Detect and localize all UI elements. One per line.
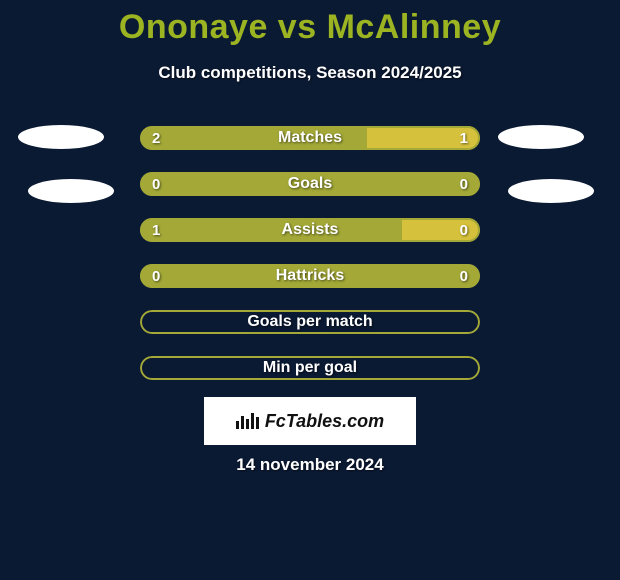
fctables-logo: FcTables.com (204, 397, 416, 445)
stat-row: 10Assists (140, 218, 480, 242)
stat-row: Goals per match (140, 310, 480, 334)
stat-row: 00Hattricks (140, 264, 480, 288)
stat-label: Min per goal (140, 356, 480, 380)
logo-bars-icon (236, 413, 259, 429)
stat-row: 00Goals (140, 172, 480, 196)
stat-row: 21Matches (140, 126, 480, 150)
player-ellipse-3 (508, 179, 594, 203)
stat-label: Goals per match (140, 310, 480, 334)
comparison-infographic: Ononaye vs McAlinney Club competitions, S… (0, 0, 620, 580)
subtitle: Club competitions, Season 2024/2025 (0, 63, 620, 83)
stat-label: Assists (140, 218, 480, 242)
player-ellipse-2 (498, 125, 584, 149)
player-ellipse-1 (28, 179, 114, 203)
logo-text: FcTables.com (265, 411, 384, 432)
page-title: Ononaye vs McAlinney (0, 8, 620, 47)
date-text: 14 november 2024 (0, 455, 620, 475)
stat-label: Goals (140, 172, 480, 196)
stat-row: Min per goal (140, 356, 480, 380)
stat-label: Hattricks (140, 264, 480, 288)
player-ellipse-0 (18, 125, 104, 149)
stat-label: Matches (140, 126, 480, 150)
